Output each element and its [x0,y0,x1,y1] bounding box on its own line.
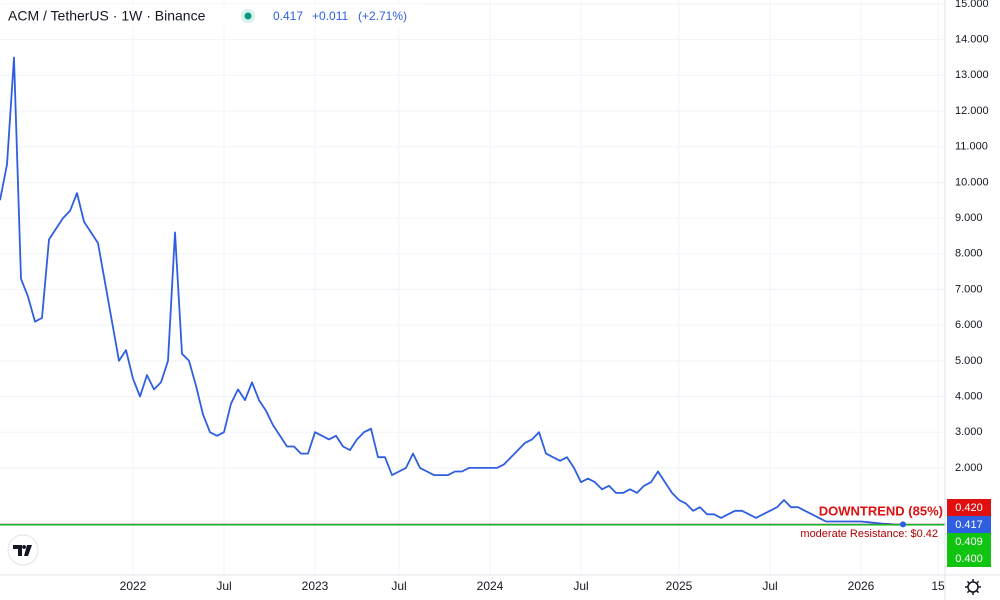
price-tag-label: 0.417 [955,519,983,531]
x-tick-label: Jul [762,579,777,593]
y-tick-label: 3.000 [955,426,983,438]
y-tick-label: 7.000 [955,283,983,295]
symbol-title: ACM / TetherUS · 1W · Binance [8,8,206,24]
last-point [900,521,906,528]
price-tag [947,533,991,550]
y-tick-label: 2.000 [955,462,983,474]
x-tick-label: 15 [931,579,945,593]
header-change: +0.011 [312,9,348,23]
price-tag [947,516,991,533]
annotation: moderate Resistance: $0.42 [800,528,938,540]
price-tag [947,499,991,516]
logo-bg [7,534,39,566]
header-change-pct: (+2.71%) [358,9,407,23]
y-tick-label: 10.000 [955,176,989,188]
price-tag-label: 0.420 [955,502,983,514]
x-tick-label: 2025 [666,579,693,593]
y-tick-label: 13.000 [955,69,989,81]
annotation: DOWNTREND (85%) [819,503,943,518]
status-dot [244,12,252,20]
logo-mark [13,545,32,556]
x-tick-label: 2026 [848,579,875,593]
x-tick-label: Jul [573,579,588,593]
x-tick-label: 2024 [477,579,504,593]
y-tick-label: 11.000 [955,141,988,153]
price-line [0,56,904,526]
y-tick-label: 5.000 [955,355,983,367]
y-tick-label: 6.000 [955,319,983,331]
y-tick-label: 9.000 [955,212,983,224]
x-tick-label: Jul [216,579,231,593]
price-tag [947,550,991,567]
price-tag-label: 0.400 [955,553,983,565]
header-bg [4,4,424,28]
y-tick-label: 8.000 [955,248,983,260]
header-price: 0.417 [273,9,303,23]
y-tick-label: 15.000 [955,0,989,10]
gear-teeth[interactable] [965,579,981,595]
price-tag-label: 0.409 [955,536,983,548]
y-tick-label: 12.000 [955,105,989,117]
x-tick-label: Jul [391,579,406,593]
settings-icon[interactable] [965,579,981,595]
y-tick-label: 14.000 [955,34,989,46]
x-tick-label: 2022 [120,579,147,593]
grid [0,0,945,575]
tv-logo [7,534,39,566]
y-tick-label: 4.000 [955,390,983,402]
x-tick-label: 2023 [302,579,329,593]
plot [0,56,945,528]
